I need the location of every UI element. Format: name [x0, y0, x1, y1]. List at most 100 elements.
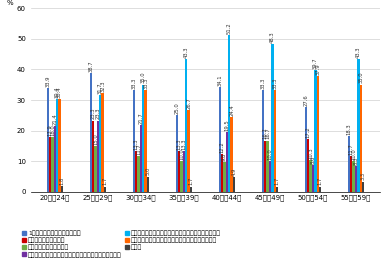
Bar: [175, 115, 178, 192]
Bar: [316, 76, 319, 192]
Bar: [221, 155, 223, 192]
Bar: [51, 137, 54, 192]
Bar: [92, 121, 94, 192]
Text: 43.3: 43.3: [184, 47, 189, 58]
Text: 21.4: 21.4: [52, 113, 57, 125]
Text: 32.3: 32.3: [100, 80, 105, 92]
Text: 1.7: 1.7: [275, 177, 280, 185]
Text: 33.3: 33.3: [143, 77, 148, 89]
Text: 17.9: 17.9: [48, 124, 53, 136]
Text: 19.5: 19.5: [224, 119, 230, 131]
Text: 35.0: 35.0: [358, 72, 363, 84]
Text: 21.7: 21.7: [138, 112, 143, 124]
Bar: [319, 187, 321, 192]
Bar: [137, 156, 140, 192]
Text: 33.3: 33.3: [260, 77, 265, 89]
Bar: [135, 151, 137, 192]
Text: 10.0: 10.0: [179, 148, 184, 160]
Text: 13.3: 13.3: [181, 138, 187, 150]
Bar: [180, 161, 183, 192]
Text: 1.7: 1.7: [189, 177, 194, 185]
Text: 30.4: 30.4: [55, 86, 60, 98]
Text: 31.7: 31.7: [98, 82, 103, 94]
Bar: [226, 132, 228, 192]
Text: 33.3: 33.3: [131, 77, 136, 89]
Text: 11.7: 11.7: [349, 143, 354, 155]
Text: 33.9: 33.9: [45, 75, 50, 87]
Bar: [228, 35, 230, 192]
Bar: [276, 187, 278, 192]
Text: 16.7: 16.7: [263, 128, 268, 139]
Bar: [97, 121, 99, 192]
Bar: [262, 90, 264, 192]
Text: 9.8: 9.8: [222, 152, 227, 161]
Bar: [46, 88, 49, 192]
Text: 37.9: 37.9: [315, 63, 320, 75]
Text: 24.4: 24.4: [229, 104, 234, 116]
Bar: [101, 93, 104, 192]
Text: 13.3: 13.3: [177, 138, 182, 150]
Bar: [104, 187, 106, 192]
Bar: [218, 87, 221, 192]
Bar: [264, 141, 266, 192]
Bar: [223, 162, 226, 192]
Text: 8.6: 8.6: [311, 156, 316, 164]
Text: 34.1: 34.1: [217, 75, 222, 86]
Text: 51.2: 51.2: [227, 22, 232, 34]
Bar: [348, 136, 350, 192]
Bar: [350, 156, 353, 192]
Text: 11.7: 11.7: [136, 143, 141, 155]
Text: 15.0: 15.0: [93, 133, 98, 145]
Bar: [230, 117, 233, 192]
Text: 10.0: 10.0: [268, 148, 273, 160]
Bar: [58, 99, 61, 192]
Text: 17.2: 17.2: [306, 126, 311, 138]
Bar: [54, 126, 56, 192]
Text: 10.0: 10.0: [351, 148, 356, 160]
Bar: [307, 139, 310, 192]
Bar: [357, 59, 359, 192]
Bar: [56, 99, 58, 192]
Bar: [187, 110, 190, 192]
Text: 18.3: 18.3: [346, 123, 351, 135]
Text: 35.0: 35.0: [141, 72, 146, 84]
Bar: [190, 187, 192, 192]
Bar: [312, 165, 314, 192]
Bar: [269, 161, 271, 192]
Text: 10.3: 10.3: [308, 147, 313, 159]
Bar: [353, 161, 355, 192]
Bar: [89, 73, 92, 192]
Text: 8.3: 8.3: [354, 157, 359, 165]
Text: 12.2: 12.2: [220, 141, 225, 153]
Bar: [233, 177, 235, 192]
Bar: [183, 151, 185, 192]
Bar: [310, 160, 312, 192]
Bar: [273, 90, 276, 192]
Bar: [144, 90, 147, 192]
Bar: [355, 166, 357, 192]
Text: 1.7: 1.7: [318, 177, 323, 185]
Text: 18.0: 18.0: [50, 124, 55, 136]
Bar: [178, 151, 180, 192]
Text: 16.7: 16.7: [265, 128, 270, 139]
Legend: 1社でも多くの企業を見ておく, インターンに参加する, 大企業の先輩の話を聞く, ベンチャー、スタートアップの先輩、経営者の話を聞く, 自分のやりたい分野をはっ: 1社でも多くの企業を見ておく, インターンに参加する, 大企業の先輩の話を聞く,…: [20, 228, 223, 260]
Bar: [305, 107, 307, 192]
Bar: [140, 125, 142, 192]
Text: 38.7: 38.7: [88, 61, 93, 72]
Bar: [362, 182, 364, 192]
Text: %: %: [7, 0, 13, 6]
Bar: [271, 44, 273, 192]
Text: 23.3: 23.3: [95, 108, 100, 119]
Text: 13.3: 13.3: [134, 138, 139, 150]
Bar: [94, 146, 97, 192]
Text: 43.3: 43.3: [356, 47, 361, 58]
Text: 1.8: 1.8: [60, 177, 65, 185]
Bar: [49, 137, 51, 192]
Bar: [61, 186, 63, 192]
Text: 48.3: 48.3: [270, 31, 275, 43]
Text: 4.9: 4.9: [232, 167, 237, 176]
Text: 27.6: 27.6: [303, 94, 308, 106]
Text: 33.3: 33.3: [272, 77, 277, 89]
Text: 26.7: 26.7: [186, 97, 191, 109]
Text: 3.3: 3.3: [361, 172, 366, 181]
